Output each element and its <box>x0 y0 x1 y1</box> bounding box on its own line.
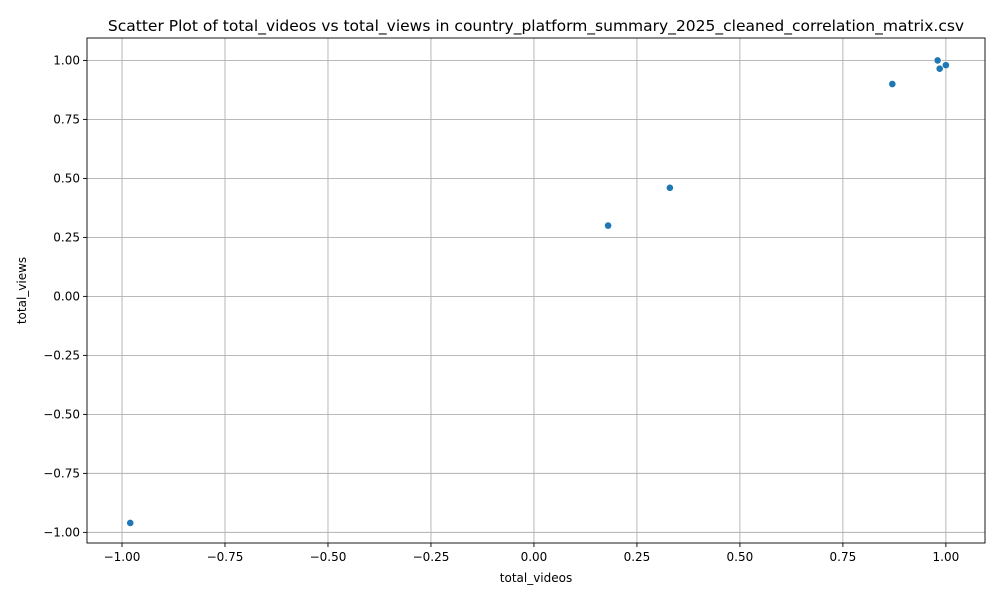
x-axis-label: total_videos <box>500 571 572 585</box>
y-tick-label: 0.75 <box>53 112 80 126</box>
x-tick-label: 1.00 <box>933 550 960 564</box>
scatter-point <box>604 221 612 230</box>
x-tick-label: −0.50 <box>310 550 347 564</box>
plot-frame <box>86 37 986 544</box>
y-axis-label: total_views <box>15 257 29 324</box>
scatter-point <box>933 56 942 65</box>
scatter-point <box>126 519 135 527</box>
tick-layer: −1.00 −0.75 −0.50 −0.25 0.00 0.25 0.50 0.75 1.00… <box>43 53 959 564</box>
scatter-point <box>888 80 897 88</box>
y-tick-label: 1.00 <box>53 53 80 67</box>
scatter-point <box>941 61 950 70</box>
y-tick-label: −1.00 <box>43 525 80 539</box>
x-tick-label: 0.75 <box>830 550 857 564</box>
point-layer <box>126 56 950 527</box>
x-tick-label: 0.00 <box>521 550 548 564</box>
chart-title: Scatter Plot of total_videos vs total_vi… <box>108 17 964 36</box>
grid-layer <box>87 38 985 543</box>
y-tick-label: −0.75 <box>43 466 80 480</box>
scatter-point <box>665 183 674 192</box>
x-tick-label: 0.25 <box>624 550 651 564</box>
x-tick-label: −0.75 <box>207 550 244 564</box>
scatter-point <box>935 64 944 73</box>
y-tick-label: 0.25 <box>53 230 80 244</box>
x-tick-label: −0.25 <box>413 550 450 564</box>
x-tick-label: −1.00 <box>104 550 141 564</box>
y-tick-label: −0.25 <box>43 348 80 362</box>
y-tick-label: 0.00 <box>53 289 80 303</box>
y-tick-label: 0.50 <box>53 171 80 185</box>
y-tick-label: −0.50 <box>43 407 80 421</box>
x-tick-label: 0.50 <box>727 550 754 564</box>
